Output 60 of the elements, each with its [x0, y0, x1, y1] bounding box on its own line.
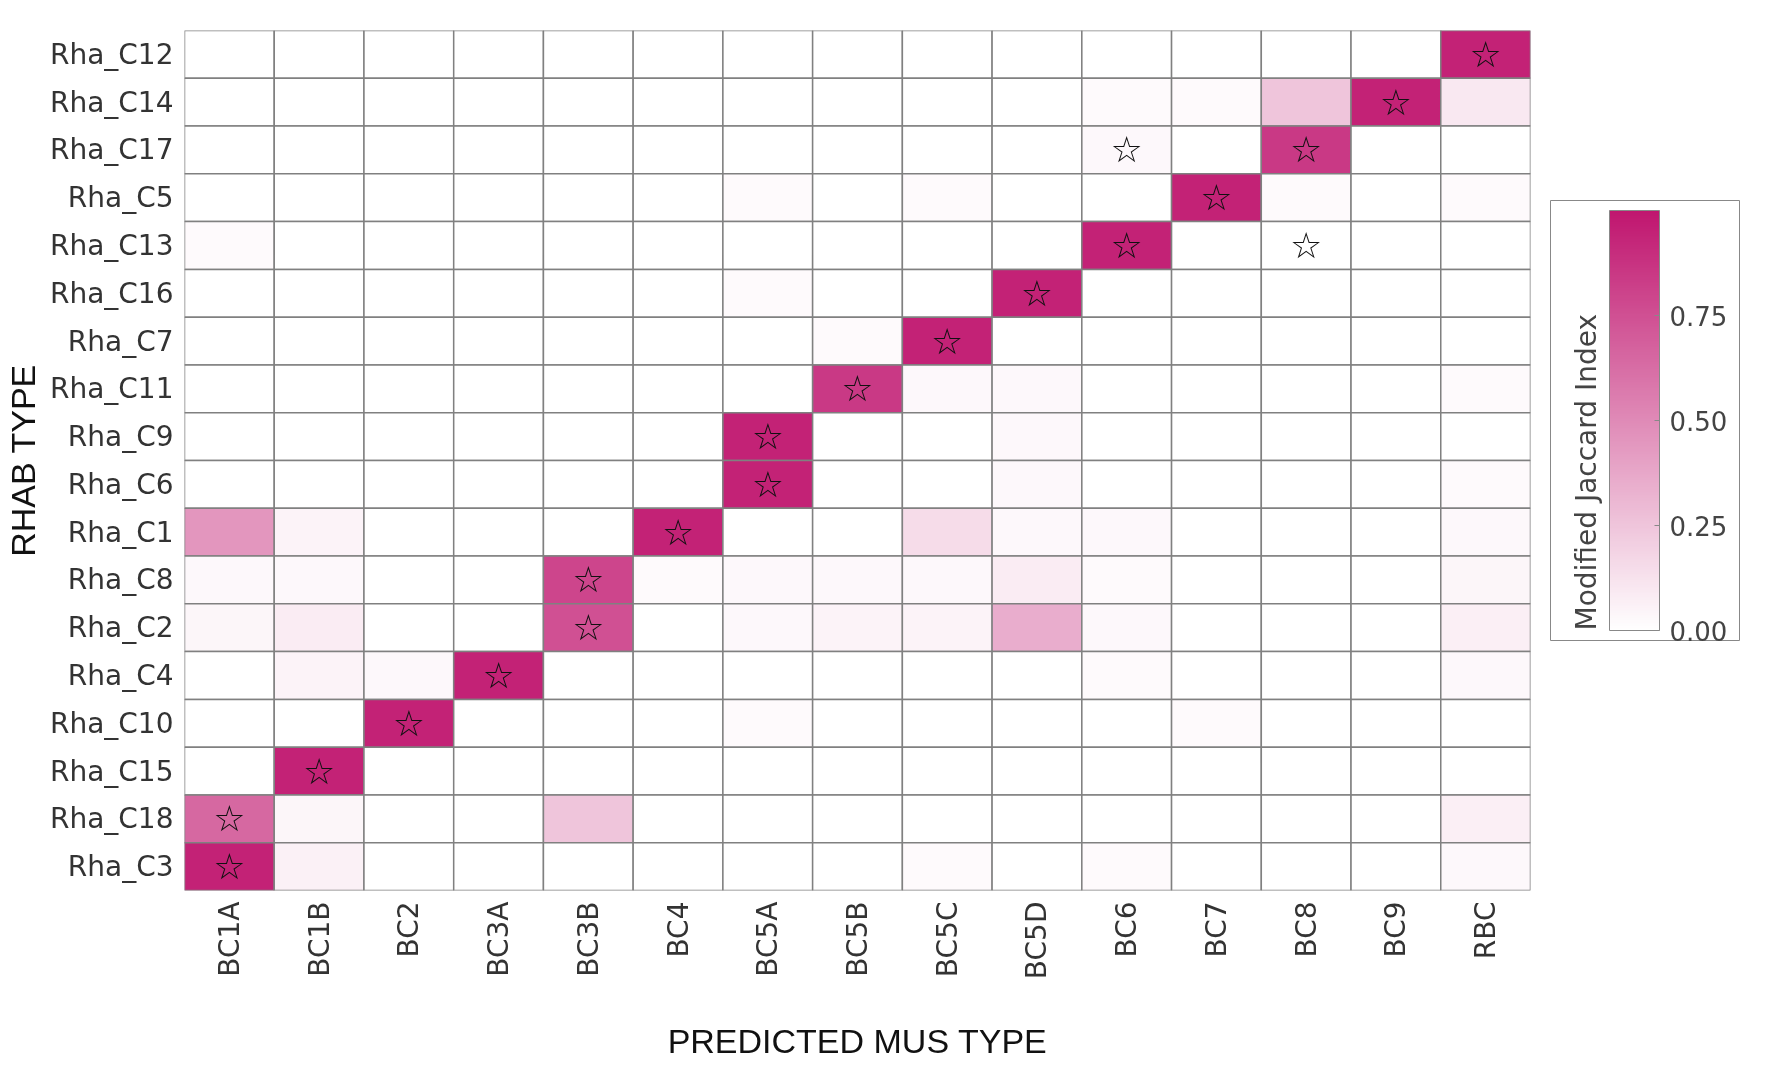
y-tick-label: Rha_C1: [67, 515, 174, 549]
y-tick-label: Rha_C17: [49, 133, 174, 167]
y-tick-label: Rha_C13: [49, 229, 174, 262]
data-label: ☆: [482, 655, 515, 696]
x-tick-label: BC2: [392, 901, 426, 958]
data-label: ☆: [661, 511, 695, 553]
y-tick-label: Rha_C14: [49, 85, 174, 119]
x-tick-label: BC5B: [841, 901, 874, 977]
data-label: ☆: [1200, 177, 1233, 219]
y-tick-label: Rha_C10: [49, 706, 174, 740]
y-tick-label: Rha_C6: [67, 467, 174, 501]
color-bar-title: Modified Jaccard Index: [1569, 313, 1603, 631]
y-tick-label: Rha_C5: [67, 181, 174, 215]
x-tick-label: BC8: [1289, 901, 1323, 958]
color-bar-label: 0.00: [1669, 616, 1728, 647]
data-label: ☆: [1020, 272, 1054, 314]
data-label: ☆: [572, 607, 605, 649]
x-tick-label: BC3A: [482, 901, 516, 977]
y-tick-label: Rha_C18: [49, 802, 174, 836]
color-bar-label: 0.75: [1669, 301, 1728, 332]
y-tick-label: Rha_C9: [67, 420, 174, 454]
data-label: ☆: [751, 416, 784, 458]
x-tick-label: BC1A: [212, 901, 246, 977]
y-tick-label: Rha_C15: [49, 754, 174, 788]
y-tick-label: Rha_C11: [49, 372, 174, 406]
x-tick-label: BC9: [1379, 901, 1413, 958]
x-tick-label: BC6: [1110, 901, 1144, 958]
x-tick-label: BC7: [1199, 901, 1233, 958]
x-tick-label: BC5D: [1020, 901, 1054, 980]
color-bar-label: 0.25: [1669, 511, 1728, 542]
y-tick-label: Rha_C7: [67, 324, 174, 358]
data-label: ☆: [931, 320, 964, 362]
data-label: ☆: [1379, 81, 1413, 123]
color-bar-label: 0.50: [1669, 406, 1728, 437]
data-label: ☆: [572, 559, 605, 601]
data-label: ☆: [841, 368, 874, 410]
y-tick-label: Rha_C12: [49, 37, 174, 71]
x-tick-label: RBC: [1469, 901, 1503, 960]
y-axis-title: RHAB TYPE: [3, 364, 42, 557]
y-tick-label: Rha_C8: [67, 563, 174, 597]
data-label: ☆: [751, 463, 784, 505]
data-label: ☆: [1110, 129, 1143, 171]
data-label: ☆: [1469, 33, 1502, 75]
x-tick-label: BC5A: [751, 901, 785, 977]
x-axis-title: PREDICTED MUS TYPE: [667, 1022, 1047, 1061]
x-tick-label: BC1B: [302, 901, 336, 977]
data-label: ☆: [1290, 225, 1323, 266]
y-tick-label: Rha_C3: [67, 850, 174, 884]
x-tick-label: BC4: [661, 901, 695, 958]
x-tick-label: BC5C: [930, 901, 964, 978]
y-tick-label: Rha_C16: [49, 276, 174, 310]
data-label: ☆: [392, 702, 425, 744]
x-tick-label: BC3B: [571, 901, 605, 977]
data-label: ☆: [213, 798, 246, 840]
data-label: ☆: [1290, 129, 1323, 171]
y-tick-label: Rha_C2: [67, 611, 174, 645]
data-label: ☆: [1110, 225, 1143, 266]
data-label: ☆: [302, 750, 336, 792]
y-tick-label: Rha_C4: [67, 659, 174, 692]
data-label: ☆: [213, 846, 246, 888]
